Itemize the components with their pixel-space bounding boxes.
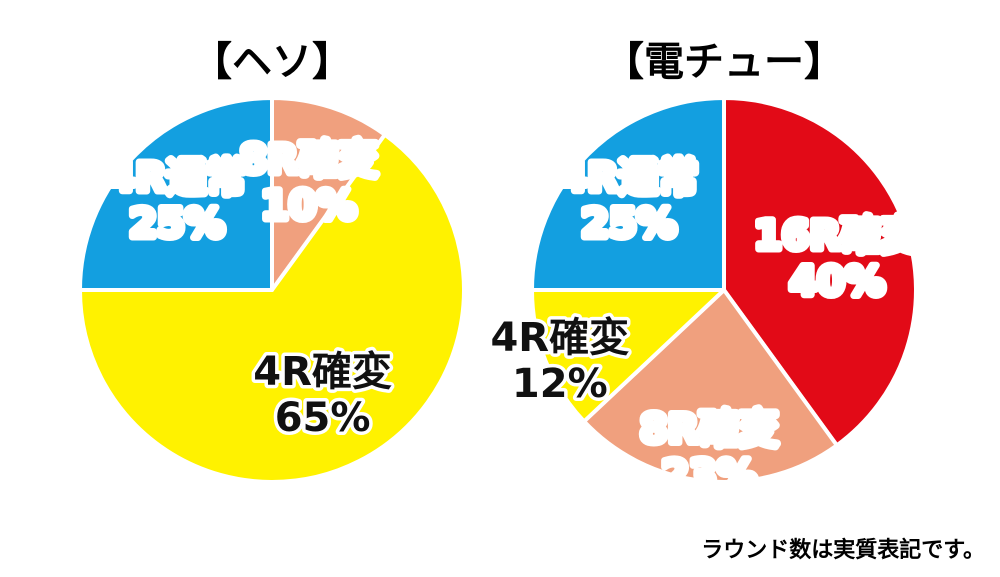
pie-slice (530, 96, 726, 292)
slice-category: 4R通常 (108, 155, 247, 201)
slice-value: 40% (789, 259, 885, 305)
slice-label: 4R通常 25% (560, 155, 699, 247)
slice-value: 23% (661, 453, 757, 499)
slice-category: 4R確変 (490, 315, 629, 361)
slice-label: 8R確変 10% (239, 137, 378, 229)
pie-slice (78, 96, 274, 292)
slice-category: 4R確変 (253, 349, 392, 395)
pie-slice (270, 96, 387, 292)
slice-label: 4R確変 12% (490, 315, 629, 407)
pie-slice (78, 132, 466, 484)
pie-chart-heso: 【ヘソ】 8R確変 10% 4R確変 65% 4R通常 25% (78, 39, 466, 484)
slice-category: 8R確変 (640, 407, 779, 453)
slice-category: 4R通常 (560, 155, 699, 201)
pie-slice (722, 96, 918, 448)
slice-label: 4R確変 65% (253, 349, 392, 441)
slice-label: 16R確変 40% (754, 213, 920, 305)
slice-value: 25% (581, 201, 677, 247)
chart-title: 【電チュー】 (604, 39, 844, 85)
chart-title: 【ヘソ】 (192, 39, 352, 85)
slice-category: 16R確変 (754, 213, 920, 259)
slice-value: 10% (261, 183, 357, 229)
slice-value: 65% (275, 395, 371, 441)
slice-value: 25% (129, 201, 225, 247)
pie-slice (582, 288, 839, 484)
footnote: ラウンド数は実質表記です。 (701, 537, 985, 563)
pie-slice (530, 288, 726, 424)
slice-category: 8R確変 (239, 137, 378, 183)
slice-label: 8R確変 23% (640, 407, 779, 499)
slice-label: 4R通常 25% (108, 155, 247, 247)
slice-value: 12% (512, 361, 608, 407)
pie-chart-denchu: 【電チュー】 16R確変 40%8R確変 23%4R確変 12%4R通常 25% (487, 39, 924, 502)
